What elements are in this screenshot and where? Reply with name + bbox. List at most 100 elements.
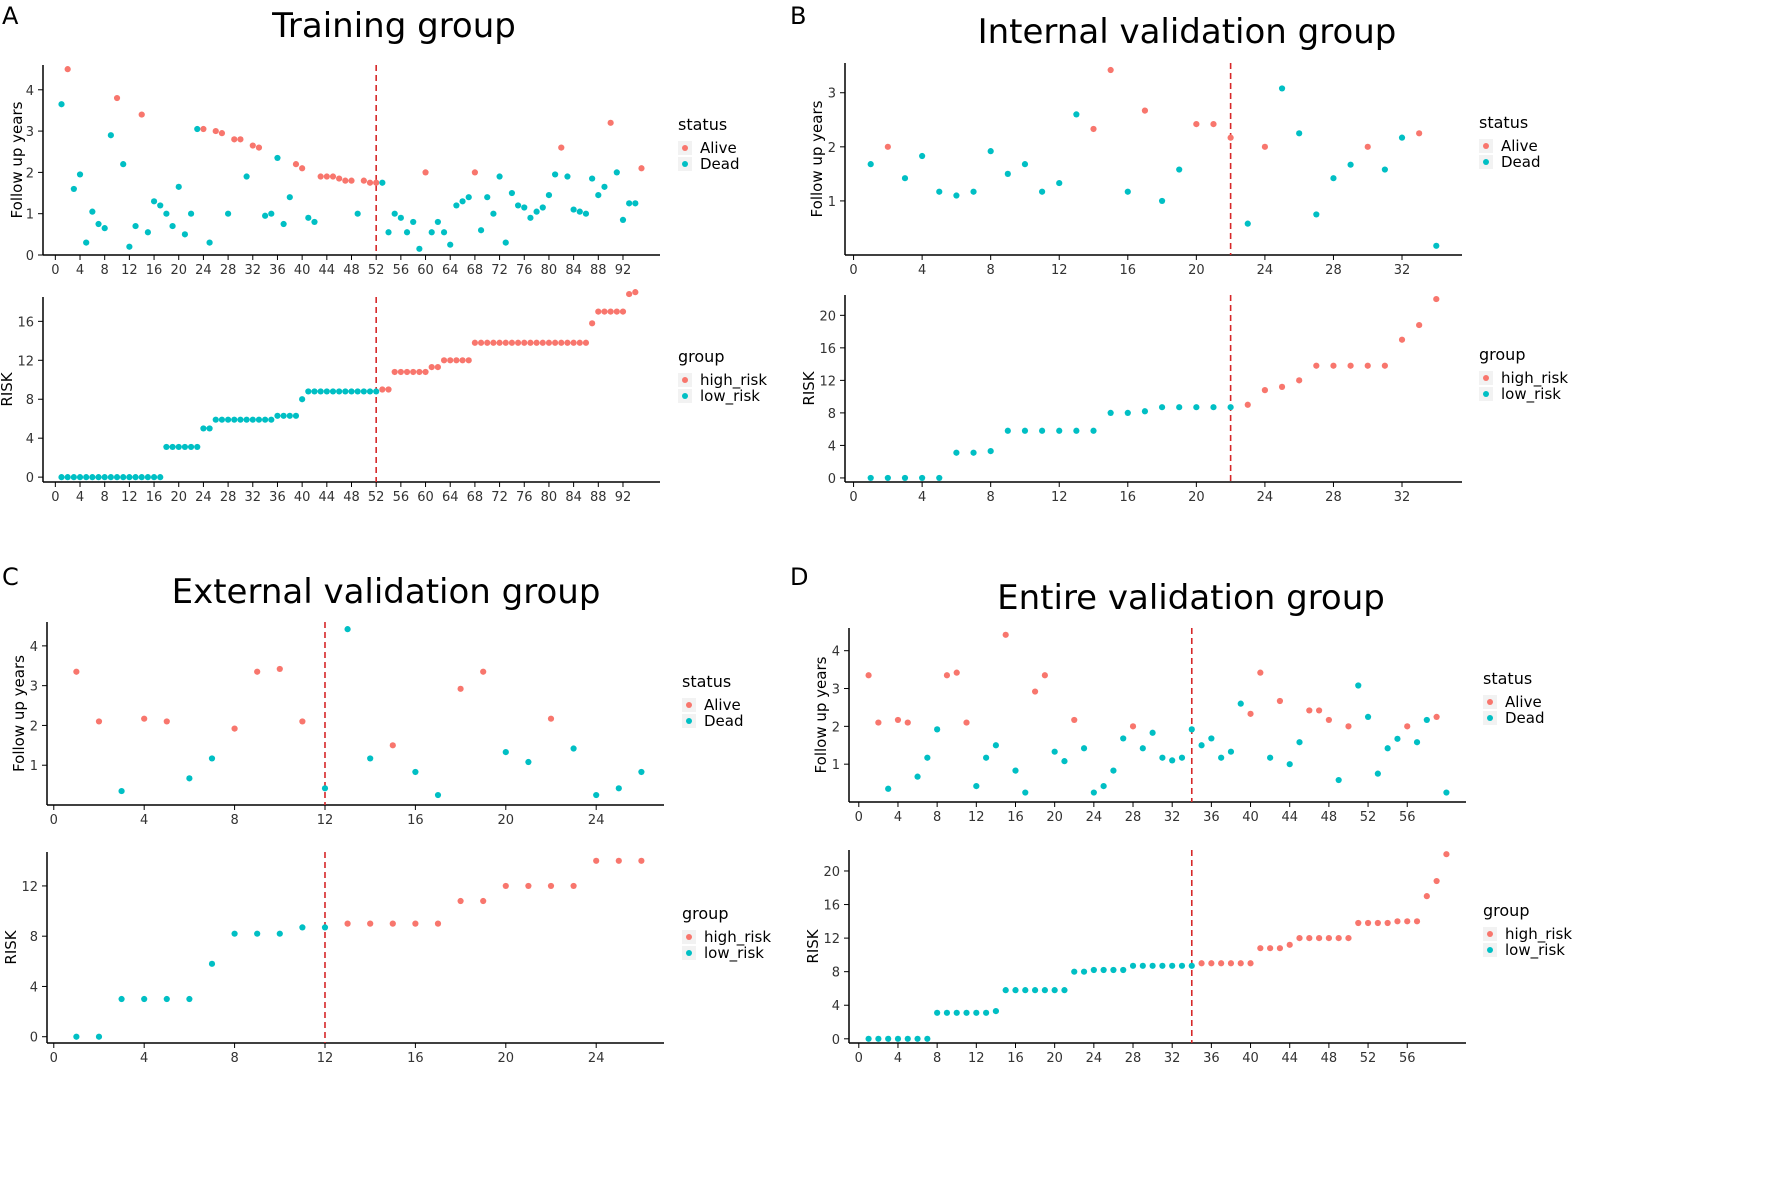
x-tick-label: 12: [121, 490, 138, 505]
x-tick-label: 44: [1281, 810, 1298, 825]
risk-point: [1110, 966, 1117, 974]
x-tick-label: 0: [50, 813, 58, 828]
chart-b-risk: 0 4 8 12 16 20 24 28 32 0 4 8 12 16 20 RISK group high_ri…: [800, 295, 1568, 505]
status-point: [875, 719, 882, 726]
risk-point: [465, 357, 472, 364]
risk-point: [1188, 962, 1195, 969]
y-tick-label: 8: [828, 407, 836, 422]
risk-point: [576, 339, 583, 346]
risk-point: [317, 388, 324, 395]
risk-point: [422, 368, 429, 376]
risk-point: [163, 443, 170, 451]
legend-label: Dead: [1505, 709, 1545, 727]
risk-point: [1276, 945, 1284, 952]
risk-point: [280, 412, 287, 419]
status-point: [1051, 748, 1058, 755]
x-tick-label: 76: [516, 490, 533, 505]
risk-point: [1208, 960, 1215, 967]
status-point: [342, 177, 349, 184]
legend-label: Alive: [1505, 693, 1542, 711]
status-point: [175, 183, 182, 190]
x-tick-label: 44: [319, 263, 336, 278]
x-tick-label: 20: [1046, 810, 1063, 825]
x-tick-label: 8: [933, 1051, 941, 1066]
status-point: [496, 173, 503, 180]
y-tick-label: 12: [823, 932, 840, 947]
risk-point: [963, 1009, 970, 1016]
x-tick-label: 44: [319, 490, 336, 505]
status-point: [457, 685, 464, 692]
status-point: [1124, 188, 1131, 195]
legend-label: Alive: [700, 139, 737, 157]
status-point: [638, 165, 645, 172]
x-tick-label: 32: [245, 263, 262, 278]
risk-point: [1267, 945, 1274, 952]
legend-label: high_risk: [1505, 925, 1572, 944]
legend-marker: [682, 161, 688, 167]
x-tick-label: 80: [541, 263, 558, 278]
status-point: [200, 125, 207, 133]
x-tick-label: 4: [894, 1051, 902, 1066]
risk-point: [175, 443, 182, 451]
risk-point: [231, 416, 238, 423]
risk-point: [459, 357, 466, 364]
risk-point: [144, 474, 151, 481]
y-tick-label: 1: [30, 759, 38, 774]
risk-point: [254, 930, 261, 937]
risk-point: [1404, 918, 1411, 925]
status-point: [865, 672, 872, 679]
y-tick-label: 20: [819, 309, 836, 324]
status-point: [1330, 175, 1337, 182]
x-tick-label: 80: [541, 490, 558, 505]
risk-point: [589, 320, 596, 327]
risk-point: [412, 920, 419, 927]
x-tick-label: 0: [50, 1051, 58, 1066]
status-point: [379, 179, 386, 186]
x-tick-label: 28: [1325, 490, 1342, 505]
x-tick-label: 8: [987, 263, 995, 278]
risk-point: [1347, 362, 1354, 369]
x-tick-label: 20: [498, 813, 515, 828]
status-point: [231, 725, 238, 732]
y-tick-label: 16: [823, 899, 840, 914]
x-tick-label: 64: [442, 263, 459, 278]
status-point: [1247, 710, 1254, 717]
status-point: [76, 171, 84, 178]
risk-point: [1141, 408, 1149, 415]
risk-point: [1381, 362, 1388, 369]
status-point: [593, 791, 600, 799]
risk-point: [434, 920, 442, 927]
y-axis-title: Follow up years: [808, 100, 826, 217]
status-point: [987, 148, 994, 155]
x-tick-label: 4: [918, 263, 926, 278]
status-point: [533, 208, 540, 215]
risk-point: [237, 416, 244, 423]
risk-point: [496, 339, 503, 346]
status-point: [274, 154, 281, 162]
risk-point: [138, 474, 145, 481]
status-point: [1139, 745, 1146, 752]
risk-point: [1061, 987, 1068, 994]
status-point: [1056, 179, 1063, 187]
x-tick-label: 12: [121, 263, 138, 278]
status-point: [329, 173, 337, 180]
legend-marker: [686, 702, 692, 708]
y-axis-title: RISK: [0, 371, 16, 406]
status-point: [403, 229, 411, 236]
legend-title: status: [682, 672, 731, 691]
status-point: [914, 773, 921, 780]
risk-point: [360, 388, 367, 395]
risk-point: [894, 1035, 902, 1042]
x-tick-label: 36: [1203, 1051, 1220, 1066]
x-tick-label: 56: [393, 263, 410, 278]
x-tick-label: 60: [417, 263, 434, 278]
status-point: [502, 748, 509, 756]
status-point: [186, 775, 193, 782]
legend-marker: [682, 393, 688, 399]
y-tick-label: 4: [30, 980, 38, 995]
x-tick-label: 4: [894, 810, 902, 825]
risk-point: [342, 388, 349, 395]
risk-point: [58, 474, 65, 481]
x-tick-label: 4: [76, 490, 84, 505]
risk-point: [1227, 960, 1235, 967]
